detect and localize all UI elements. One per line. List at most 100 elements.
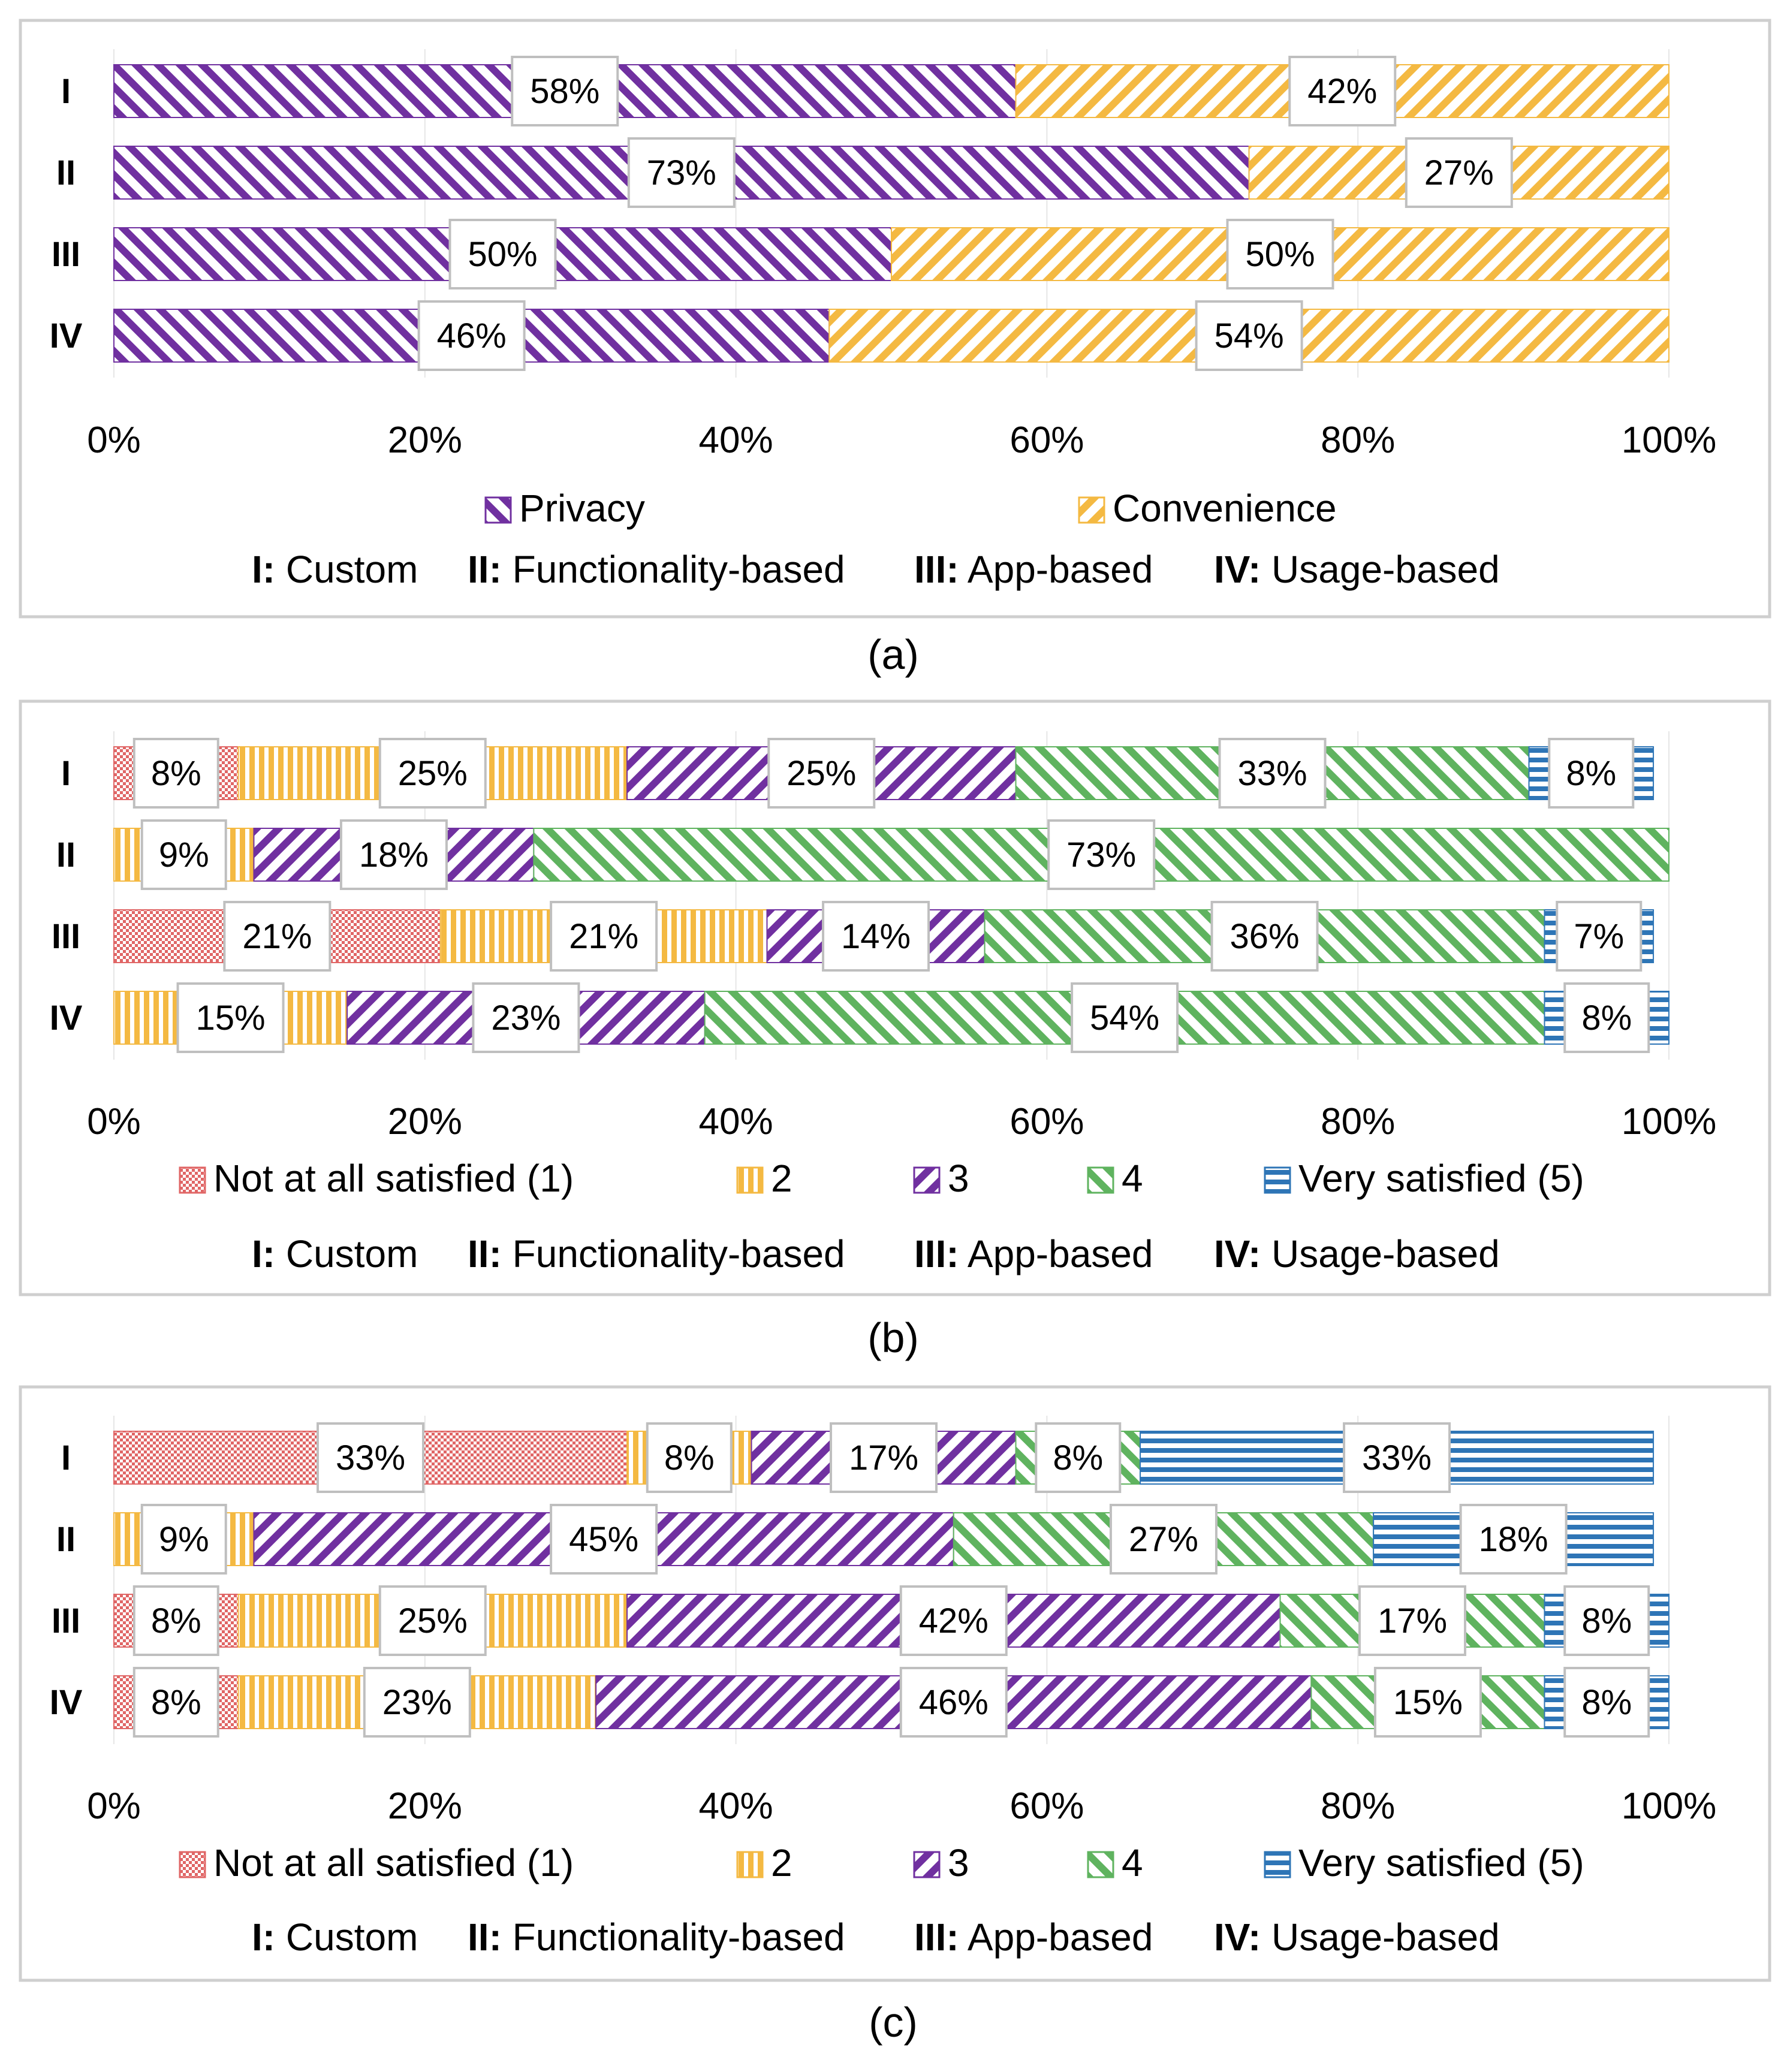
svg-text:8%: 8%	[1581, 999, 1632, 1037]
x-tick-label: 0%	[87, 1786, 141, 1827]
legend-label: Very satisfied (5)	[1298, 1841, 1584, 1884]
x-tick-label: 40%	[699, 1101, 773, 1142]
legend-item: Convenience	[1078, 487, 1337, 530]
data-label: 14%	[822, 901, 930, 972]
legend-swatch	[1087, 1851, 1114, 1878]
category-label: IV	[50, 1683, 83, 1722]
legend-item: Privacy	[484, 487, 645, 530]
svg-text:15%: 15%	[1393, 1683, 1463, 1722]
x-tick-label: 20%	[388, 1786, 462, 1827]
data-label: 54%	[1071, 982, 1179, 1053]
data-label: 9%	[140, 1504, 227, 1575]
legend-label: 2	[771, 1157, 792, 1200]
svg-text:8%: 8%	[1581, 1683, 1632, 1722]
legend-item: Very satisfied (5)	[1264, 1157, 1584, 1200]
svg-text:25%: 25%	[786, 754, 856, 793]
data-label: 23%	[472, 982, 580, 1053]
data-label: 33%	[1218, 738, 1327, 809]
data-label: 8%	[132, 738, 219, 809]
data-label: 42%	[1288, 56, 1397, 126]
x-tick-label: 60%	[1009, 420, 1084, 461]
category-legend-item: IV: Usage-based	[1214, 1916, 1500, 1959]
data-label: 21%	[223, 901, 332, 972]
data-label: 7%	[1556, 901, 1643, 972]
svg-text:8%: 8%	[664, 1438, 715, 1477]
data-label: 17%	[1358, 1585, 1466, 1656]
legend-item: Not at all satisfied (1)	[179, 1157, 574, 1200]
legend-swatch	[1264, 1166, 1291, 1194]
data-label: 33%	[317, 1422, 425, 1493]
data-label: 8%	[1548, 738, 1635, 809]
category-legend-item: I: Custom	[252, 1232, 418, 1275]
svg-text:21%: 21%	[569, 917, 638, 956]
category-legend-item: II: Functionality-based	[468, 548, 845, 591]
legend-label: Privacy	[519, 487, 645, 530]
legend-swatch	[736, 1851, 764, 1878]
data-label: 21%	[550, 901, 658, 972]
data-label: 45%	[550, 1504, 658, 1575]
legend-swatch	[484, 496, 512, 524]
panel-caption: (c)	[869, 1999, 918, 2046]
svg-text:17%: 17%	[1378, 1601, 1447, 1640]
svg-text:33%: 33%	[336, 1438, 405, 1477]
data-label: 25%	[767, 738, 876, 809]
category-label: IV	[50, 999, 83, 1037]
svg-text:54%: 54%	[1215, 316, 1284, 355]
category-legend-item: III: App-based	[914, 1232, 1153, 1275]
svg-text:8%: 8%	[1581, 1601, 1632, 1640]
legend-item: 2	[736, 1841, 792, 1884]
category-legend-item: IV: Usage-based	[1214, 1232, 1500, 1275]
legend-label: Not at all satisfied (1)	[213, 1157, 574, 1200]
legend-swatch	[1264, 1851, 1291, 1878]
data-label: 23%	[363, 1667, 471, 1738]
svg-text:50%: 50%	[1245, 235, 1315, 274]
legend-swatch	[179, 1166, 206, 1194]
data-label: 33%	[1343, 1422, 1451, 1493]
svg-text:23%: 23%	[491, 999, 560, 1037]
panel-caption: (a)	[867, 631, 919, 678]
x-tick-label: 40%	[699, 1786, 773, 1827]
svg-text:50%: 50%	[468, 235, 537, 274]
legend-label: Convenience	[1113, 487, 1337, 530]
category-label: III	[52, 235, 80, 274]
data-label: 25%	[378, 1585, 487, 1656]
legend-label: 4	[1122, 1841, 1143, 1884]
data-label: 73%	[1047, 819, 1156, 890]
svg-text:21%: 21%	[242, 917, 312, 956]
x-tick-label: 80%	[1321, 420, 1395, 461]
svg-text:73%: 73%	[1066, 836, 1136, 874]
svg-text:17%: 17%	[849, 1438, 918, 1477]
data-label: 27%	[1109, 1504, 1218, 1575]
svg-text:46%: 46%	[919, 1683, 989, 1722]
x-tick-label: 60%	[1009, 1786, 1084, 1827]
svg-text:18%: 18%	[1479, 1520, 1548, 1559]
x-tick-label: 100%	[1622, 420, 1717, 461]
data-label: 18%	[1459, 1504, 1568, 1575]
legend-item: 3	[913, 1157, 969, 1200]
svg-text:8%: 8%	[151, 754, 201, 793]
svg-text:54%: 54%	[1090, 999, 1159, 1037]
x-tick-label: 100%	[1622, 1101, 1717, 1142]
svg-text:15%: 15%	[196, 999, 266, 1037]
data-label: 8%	[1563, 1667, 1650, 1738]
svg-text:58%: 58%	[530, 72, 599, 111]
legend-item: 4	[1087, 1841, 1143, 1884]
category-legend-item: I: Custom	[252, 548, 418, 591]
data-label: 15%	[176, 982, 285, 1053]
legend-swatch	[179, 1851, 206, 1878]
legend-swatch	[736, 1166, 764, 1194]
legend-swatch	[913, 1166, 941, 1194]
category-legend-item: II: Functionality-based	[468, 1232, 845, 1275]
legend-label: Very satisfied (5)	[1298, 1157, 1584, 1200]
legend-label: 3	[948, 1841, 969, 1884]
svg-text:8%: 8%	[151, 1683, 201, 1722]
category-label: I	[61, 1438, 71, 1477]
data-label: 8%	[132, 1585, 219, 1656]
svg-text:25%: 25%	[398, 1601, 468, 1640]
data-label: 42%	[899, 1585, 1008, 1656]
data-label: 54%	[1195, 300, 1303, 371]
